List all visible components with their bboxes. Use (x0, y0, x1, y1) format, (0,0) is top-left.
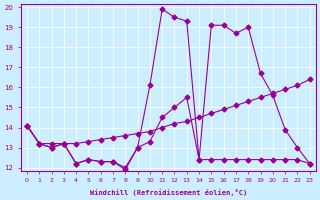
X-axis label: Windchill (Refroidissement éolien,°C): Windchill (Refroidissement éolien,°C) (90, 189, 247, 196)
